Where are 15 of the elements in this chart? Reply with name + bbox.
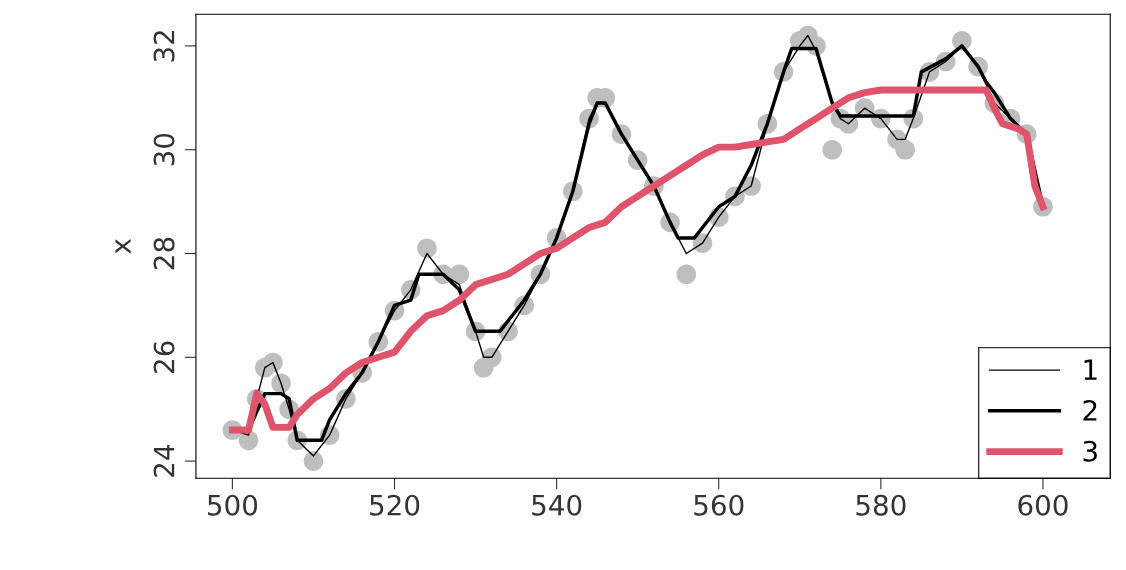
x-tick-label: 560 (694, 494, 744, 516)
x-tick-label: 500 (208, 494, 258, 516)
legend-label: 2 (1083, 399, 1097, 421)
y-axis-title: x (115, 238, 131, 254)
x-tick-label: 580 (856, 494, 906, 516)
x-tick-label: 540 (532, 494, 582, 516)
y-tick-label: 30 (153, 133, 175, 166)
x-tick-label: 520 (370, 494, 420, 516)
legend-label: 1 (1084, 359, 1097, 380)
y-tick-label: 24 (153, 444, 175, 477)
legend-label: 3 (1083, 440, 1097, 462)
x-tick-label: 600 (1018, 494, 1068, 516)
y-tick-label: 26 (153, 341, 175, 373)
y-tick-label: 28 (153, 237, 175, 270)
y-tick-label: 32 (153, 31, 175, 62)
